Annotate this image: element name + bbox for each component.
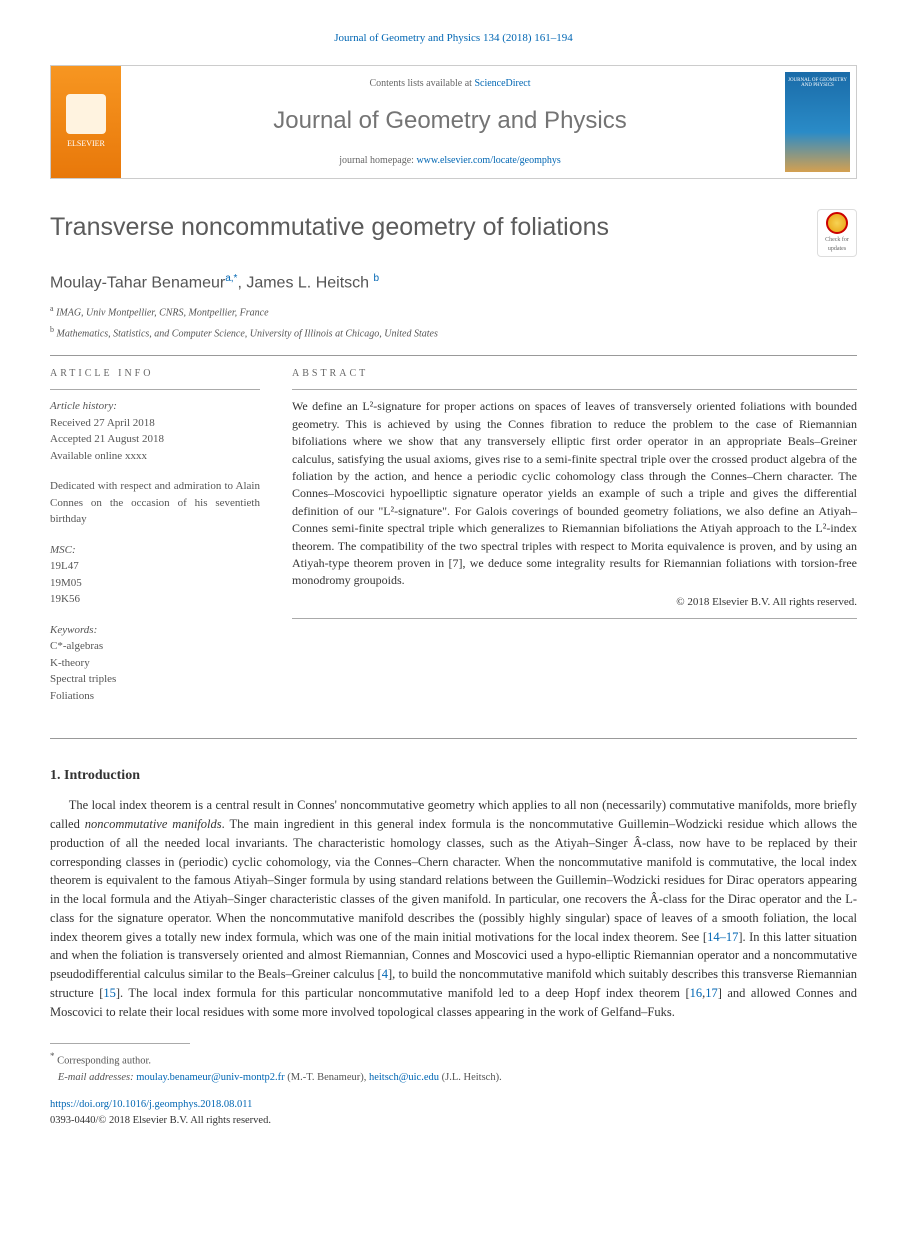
email-2-name: (J.L. Heitsch). [442,1072,502,1083]
term-noncommutative-manifolds: noncommutative manifolds [85,817,222,831]
email-label: E-mail addresses: [58,1072,134,1083]
history-label: Article history: [50,398,260,415]
check-updates-icon [826,212,848,234]
abstract-header: ABSTRACT [292,366,857,381]
ref-15[interactable]: 15 [103,986,116,1000]
affiliation-b: b Mathematics, Statistics, and Computer … [50,324,857,341]
abstract-copyright: © 2018 Elsevier B.V. All rights reserved… [292,594,857,611]
author-1-sup: a,* [225,273,237,284]
corresponding-author: * Corresponding author. [50,1050,857,1069]
mid-divider [50,738,857,739]
ref-16[interactable]: 16 [690,986,703,1000]
info-divider [50,389,260,390]
affil-a-text: IMAG, Univ Montpellier, CNRS, Montpellie… [56,307,268,318]
keyword-1: C*-algebras [50,638,260,655]
journal-name: Journal of Geometry and Physics [133,103,767,139]
ref-4[interactable]: 4 [382,967,388,981]
authors-line: Moulay-Tahar Benameura,*, James L. Heits… [50,271,857,295]
header-center: Contents lists available at ScienceDirec… [121,66,779,178]
keywords-block: Keywords: C*-algebras K-theory Spectral … [50,622,260,705]
abstract-text: We define an L²-signature for proper act… [292,398,857,589]
homepage-line: journal homepage: www.elsevier.com/locat… [133,153,767,168]
keyword-2: K-theory [50,655,260,672]
msc-2: 19M05 [50,575,260,592]
article-info-header: ARTICLE INFO [50,366,260,381]
article-title: Transverse noncommutative geometry of fo… [50,209,609,247]
available-date: Available online xxxx [50,448,260,465]
check-updates-label: Check for updates [818,236,856,254]
elsevier-label: ELSEVIER [67,138,105,150]
affil-b-sup: b [50,325,54,334]
journal-reference: Journal of Geometry and Physics 134 (201… [50,30,857,47]
msc-3: 19K56 [50,591,260,608]
homepage-prefix: journal homepage: [339,155,416,166]
info-abstract-row: ARTICLE INFO Article history: Received 2… [50,366,857,718]
affil-a-sup: a [50,304,54,313]
homepage-link[interactable]: www.elsevier.com/locate/geomphys [416,155,560,166]
received-date: Received 27 April 2018 [50,415,260,432]
elsevier-logo[interactable]: ELSEVIER [51,66,121,178]
msc-1: 19L47 [50,558,260,575]
cover-text: JOURNAL OF GEOMETRY AND PHYSICS [785,78,850,89]
intro-paragraph-1: The local index theorem is a central res… [50,796,857,1021]
msc-block: MSC: 19L47 19M05 19K56 [50,542,260,608]
abstract-bottom-divider [292,618,857,619]
check-updates-badge[interactable]: Check for updates [817,209,857,257]
abstract-divider [292,389,857,390]
email-1[interactable]: moulay.benameur@univ-montp2.fr [136,1072,284,1083]
ref-17[interactable]: 17 [705,986,718,1000]
author-1: Moulay-Tahar Benameur [50,274,225,291]
footnotes: * Corresponding author. E-mail addresses… [50,1050,857,1085]
keywords-label: Keywords: [50,622,260,639]
elsevier-tree-icon [66,94,106,134]
footnote-divider [50,1043,190,1044]
top-divider [50,355,857,356]
email-line: E-mail addresses: moulay.benameur@univ-m… [50,1070,857,1086]
journal-header-box: ELSEVIER Contents lists available at Sci… [50,65,857,179]
article-history: Article history: Received 27 April 2018 … [50,398,260,464]
affil-b-text: Mathematics, Statistics, and Computer Sc… [57,328,438,339]
corr-label: Corresponding author. [57,1056,151,1067]
title-row: Transverse noncommutative geometry of fo… [50,209,857,257]
contents-prefix: Contents lists available at [369,78,474,89]
keyword-4: Foliations [50,688,260,705]
contents-line: Contents lists available at ScienceDirec… [133,76,767,91]
accepted-date: Accepted 21 August 2018 [50,431,260,448]
msc-label: MSC: [50,542,260,559]
doi-link[interactable]: https://doi.org/10.1016/j.geomphys.2018.… [50,1099,252,1110]
sciencedirect-link[interactable]: ScienceDirect [474,78,530,89]
article-info-column: ARTICLE INFO Article history: Received 2… [50,366,260,718]
email-1-name: (M.-T. Benameur) [287,1072,363,1083]
email-2[interactable]: heitsch@uic.edu [369,1072,439,1083]
journal-cover-thumbnail[interactable]: JOURNAL OF GEOMETRY AND PHYSICS [785,72,850,172]
section-1-heading: 1. Introduction [50,765,857,786]
bottom-info: https://doi.org/10.1016/j.geomphys.2018.… [50,1097,857,1129]
affiliation-a: a IMAG, Univ Montpellier, CNRS, Montpell… [50,303,857,320]
issn-copyright: 0393-0440/© 2018 Elsevier B.V. All right… [50,1115,271,1126]
ref-14-17[interactable]: 14–17 [707,930,738,944]
author-2-sup: b [374,273,380,284]
abstract-column: ABSTRACT We define an L²-signature for p… [292,366,857,718]
dedication: Dedicated with respect and admiration to… [50,478,260,528]
author-2: James L. Heitsch [246,274,369,291]
keyword-3: Spectral triples [50,671,260,688]
